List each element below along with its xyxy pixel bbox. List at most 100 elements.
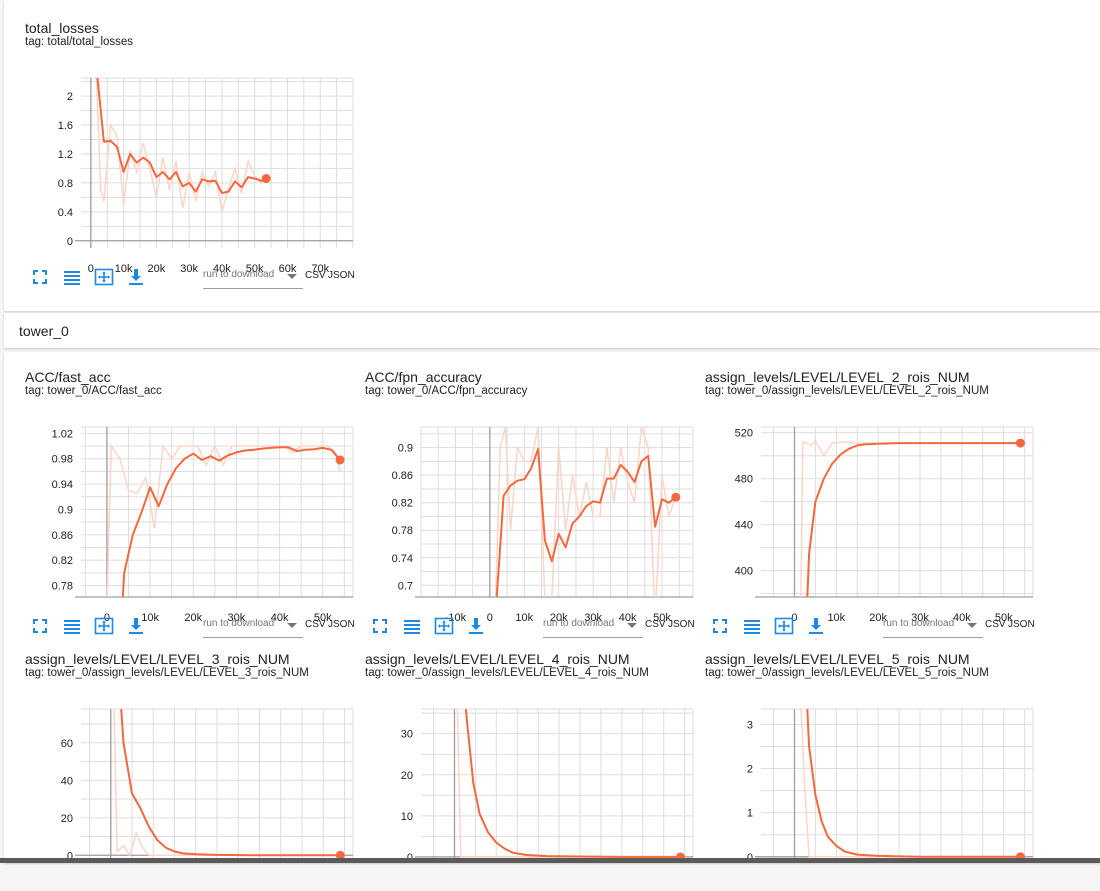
fullscreen-icon[interactable]	[29, 615, 51, 637]
y-tick-label: 60	[61, 738, 73, 750]
log-scale-icon[interactable]	[61, 615, 83, 637]
y-tick-label: 0.8	[58, 178, 73, 190]
y-tick-label: 0.74	[392, 553, 413, 565]
x-tick-label: 10k	[515, 612, 533, 624]
fullscreen-icon[interactable]	[29, 266, 51, 288]
top-panel	[4, 0, 1100, 311]
x-tick-label: 40k	[271, 612, 289, 624]
x-tick-label: 10k	[141, 612, 159, 624]
fit-domain-icon[interactable]	[93, 266, 115, 288]
csv-download-link[interactable]: CSV	[305, 270, 326, 281]
y-tick-label: 0.9	[398, 443, 413, 455]
last-point-marker	[671, 492, 681, 502]
fit-domain-icon[interactable]	[773, 615, 795, 637]
dropdown-arrow-icon	[287, 623, 297, 628]
json-download-link[interactable]: JSON	[1008, 619, 1035, 630]
chart-card-level-4-rois: assign_levels/LEVEL/LEVEL_4_rois_NUM tag:…	[365, 651, 705, 891]
last-point-marker	[261, 174, 271, 184]
chart-tag: tag: tower_0/assign_levels/LEVEL/LEVEL_2…	[705, 385, 989, 397]
chart-card-level-2-rois: assign_levels/LEVEL/LEVEL_2_rois_NUM tag:…	[705, 369, 1045, 639]
chart-title: assign_levels/LEVEL/LEVEL_3_rois_NUM	[25, 651, 290, 667]
json-download-link[interactable]: JSON	[328, 619, 355, 630]
x-tick-label: 0	[791, 612, 797, 624]
y-tick-label: 3	[747, 719, 753, 731]
y-tick-label: 520	[735, 428, 753, 440]
y-tick-label: 0.86	[52, 530, 73, 542]
raw-series-line	[113, 709, 341, 858]
chart-controls: run to download CSV JSON	[25, 615, 365, 643]
y-tick-label: 2	[747, 764, 753, 776]
x-tick-label: 20k	[184, 612, 202, 624]
csv-download-link[interactable]: CSV	[645, 619, 666, 630]
section-header-tower-0[interactable]: tower_0	[4, 313, 1100, 348]
smoothed-series-line	[495, 448, 677, 597]
raw-series-line	[494, 427, 677, 597]
y-tick-label: 30	[401, 729, 413, 741]
y-tick-label: 480	[735, 474, 753, 486]
download-icon[interactable]	[465, 615, 487, 637]
log-scale-icon[interactable]	[61, 266, 83, 288]
csv-download-link[interactable]: CSV	[985, 619, 1006, 630]
y-tick-label: 0.78	[392, 525, 413, 537]
chart-plot[interactable]: 0 10 20 30	[365, 681, 695, 864]
fit-domain-icon[interactable]	[433, 615, 455, 637]
log-scale-icon[interactable]	[741, 615, 763, 637]
smoothed-series-line	[96, 78, 267, 194]
fullscreen-icon[interactable]	[369, 615, 391, 637]
run-to-download-select[interactable]: run to download	[543, 617, 643, 638]
last-point-marker	[335, 455, 345, 465]
download-icon[interactable]	[805, 615, 827, 637]
raw-series-line	[800, 439, 1021, 597]
x-tick-label: 20k	[147, 263, 165, 275]
y-tick-label: 2	[67, 91, 73, 103]
y-tick-label: 20	[401, 770, 413, 782]
chart-plot[interactable]: 0.7 0.74 0.78 0.82 0.86 0.9 -10k 0 10k 20k 30k 40k 5…	[365, 399, 695, 624]
y-tick-label: 1.02	[52, 428, 73, 440]
chart-plot[interactable]: 0 0.4 0.8 1.2 1.6 2 0 10k 20k 30k 40k 50k 60k 70k	[25, 50, 355, 275]
y-tick-label: 0	[747, 852, 753, 864]
download-icon[interactable]	[125, 266, 147, 288]
raw-series-line	[800, 709, 1021, 858]
y-tick-label: 0.7	[398, 580, 413, 592]
fullscreen-icon[interactable]	[709, 615, 731, 637]
chart-title: ACC/fpn_accuracy	[365, 369, 482, 385]
csv-download-link[interactable]: CSV	[305, 619, 326, 630]
chart-controls: run to download CSV JSON	[25, 266, 365, 294]
chart-title: assign_levels/LEVEL/LEVEL_2_rois_NUM	[705, 369, 970, 385]
run-select-placeholder: run to download	[203, 618, 275, 629]
download-icon[interactable]	[125, 615, 147, 637]
y-tick-label: 0.82	[52, 555, 73, 567]
x-tick-label: -10k	[445, 612, 467, 624]
y-tick-label: 0	[67, 850, 73, 862]
run-to-download-select[interactable]: run to download	[883, 617, 983, 638]
y-tick-label: 1.2	[58, 149, 73, 161]
chart-plot[interactable]: 400 440 480 520 0 10k 20k 30k 40k 50k	[705, 399, 1035, 624]
y-tick-label: 0.86	[392, 470, 413, 482]
x-tick-label: 10k	[827, 612, 845, 624]
fit-domain-icon[interactable]	[93, 615, 115, 637]
log-scale-icon[interactable]	[401, 615, 423, 637]
x-tick-label: 70k	[311, 263, 329, 275]
y-tick-label: 0.9	[58, 504, 73, 516]
chart-card-level-3-rois: assign_levels/LEVEL/LEVEL_3_rois_NUM tag:…	[25, 651, 365, 891]
smoothed-series-line	[806, 709, 1021, 858]
raw-series-line	[95, 78, 267, 213]
chart-tag: tag: total/total_losses	[25, 36, 134, 48]
chart-title: assign_levels/LEVEL/LEVEL_4_rois_NUM	[365, 651, 630, 667]
x-tick-label: 50k	[314, 612, 332, 624]
smoothed-series-line	[806, 442, 1021, 597]
raw-series-line	[456, 709, 681, 858]
json-download-link[interactable]: JSON	[668, 619, 695, 630]
chart-plot[interactable]: 0 20 40 60	[25, 681, 355, 862]
y-tick-label: 0.94	[52, 479, 73, 491]
dropdown-arrow-icon	[967, 623, 977, 628]
last-point-marker	[1015, 438, 1025, 448]
run-to-download-select[interactable]: run to download	[203, 617, 303, 638]
y-tick-label: 0	[407, 852, 413, 864]
json-download-link[interactable]: JSON	[328, 270, 355, 281]
x-tick-label: 30k	[911, 612, 929, 624]
chart-controls: run to download CSV JSON	[705, 615, 1045, 643]
run-to-download-select[interactable]: run to download	[203, 268, 303, 289]
chart-plot[interactable]: 0 1 2 3	[705, 681, 1035, 864]
chart-plot[interactable]: 0.780.820.860.90.940.981.020 10k 20k 30k 40k…	[25, 399, 355, 624]
